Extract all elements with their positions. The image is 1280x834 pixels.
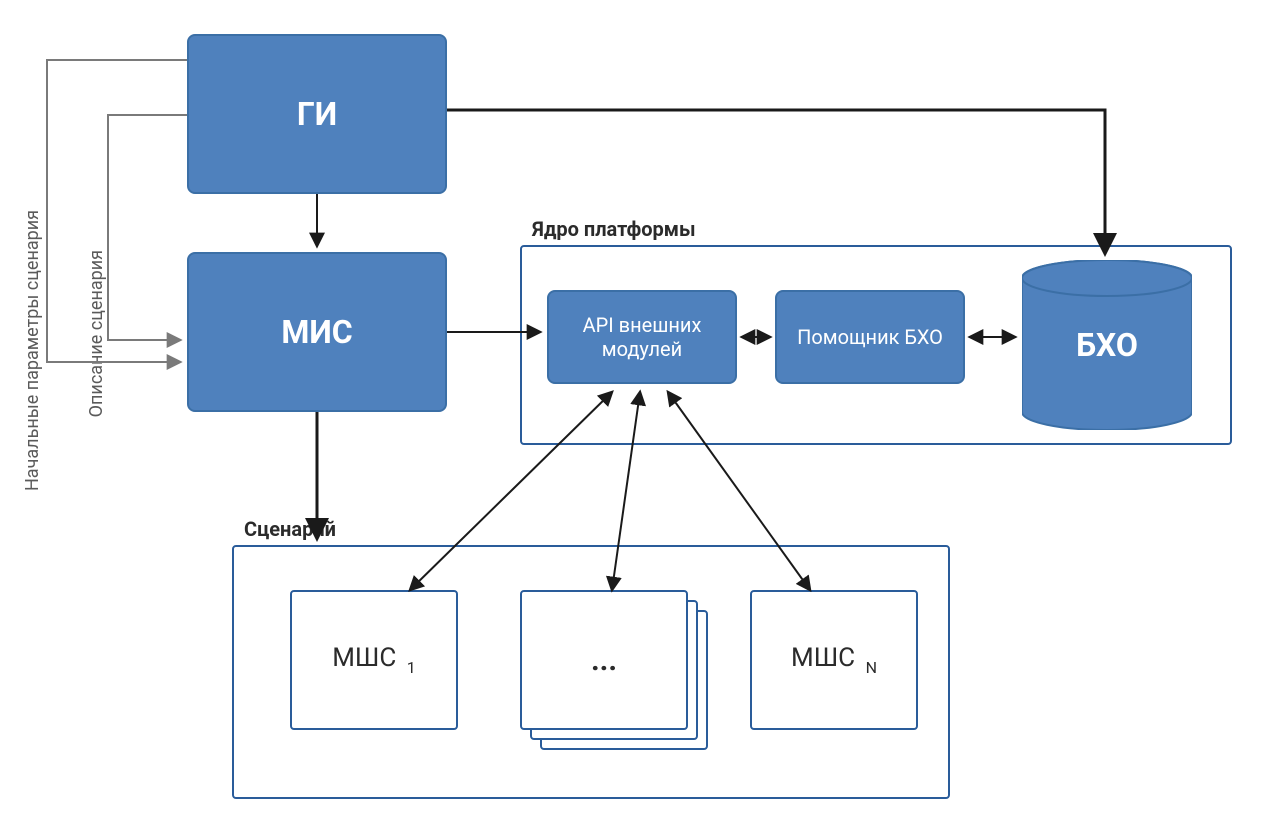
node-mshsN-label: МШС N — [791, 643, 877, 676]
node-mshs1-label: МШС 1 — [332, 643, 416, 676]
node-api: API внешних модулей — [547, 290, 737, 384]
node-bho: БХО — [1022, 260, 1192, 430]
node-bho-label: БХО — [1022, 260, 1192, 430]
node-mshs1: МШС 1 — [290, 590, 458, 730]
container-core-label: Ядро платформы — [532, 217, 696, 241]
node-api-label: API внешних модулей — [549, 313, 735, 361]
node-mshs-mid: ... — [520, 590, 688, 730]
edge-gray-outer — [47, 60, 187, 362]
node-mis: МИС — [187, 252, 447, 412]
edge-gray-inner — [108, 115, 187, 340]
architecture-diagram: Начальные параметры сценария Описание сц… — [0, 0, 1280, 834]
side-label-initial-params: Начальные параметры сценария — [22, 210, 43, 491]
node-gi-label: ГИ — [297, 95, 337, 133]
node-mis-label: МИС — [281, 313, 352, 351]
node-mshs-mid-label: ... — [591, 643, 617, 678]
node-helper-label: Помощник БХО — [797, 325, 943, 349]
node-mshsN: МШС N — [750, 590, 918, 730]
node-helper: Помощник БХО — [775, 290, 965, 384]
container-scenario-label: Сценарий — [244, 517, 336, 541]
side-label-scenario-desc: Описание сценария — [86, 250, 107, 417]
node-gi: ГИ — [187, 34, 447, 194]
